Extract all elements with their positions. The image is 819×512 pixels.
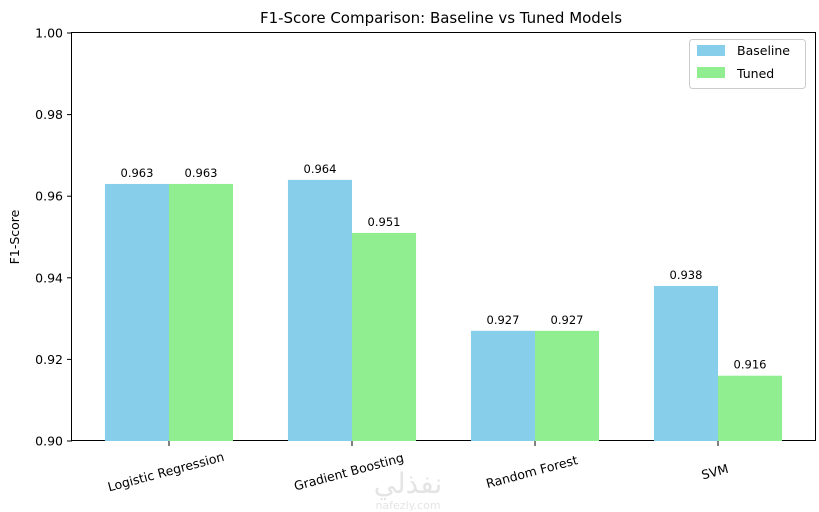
bar-baseline-2 <box>470 330 535 441</box>
x-tick-label: SVM <box>700 461 730 483</box>
data-label-tuned-3: 0.916 <box>734 358 767 372</box>
y-tick-label: 0.90 <box>35 434 63 449</box>
bars-group <box>104 179 783 441</box>
y-tick-label: 0.94 <box>35 270 63 285</box>
y-tick-label: 1.00 <box>35 26 63 41</box>
legend-swatch-baseline <box>697 45 725 56</box>
data-label-tuned-2: 0.927 <box>551 313 584 327</box>
bar-tuned-1 <box>352 232 417 441</box>
legend-label-baseline: Baseline <box>737 43 790 58</box>
bar-tuned-0 <box>168 183 234 441</box>
legend-swatch-tuned <box>697 67 725 78</box>
plot-area <box>71 32 816 441</box>
data-labels-group: 0.963 0.964 0.927 0.938 0.963 0.951 0.927 0.916 <box>121 162 767 372</box>
x-tick-label: Logistic Regression <box>106 449 226 495</box>
data-label-tuned-0: 0.963 <box>185 166 218 180</box>
bar-baseline-3 <box>653 285 719 441</box>
watermark-latin: nafezly.com <box>375 499 440 512</box>
x-tick-label: Random Forest <box>484 452 579 491</box>
y-tick-label: 0.96 <box>35 189 63 204</box>
chart-title: F1-Score Comparison: Baseline vs Tuned M… <box>260 9 622 27</box>
watermark: نفذلي nafezly.com <box>374 467 443 512</box>
data-label-tuned-1: 0.951 <box>368 215 401 229</box>
data-label-baseline-0: 0.963 <box>121 166 154 180</box>
bar-baseline-0 <box>104 183 169 441</box>
legend-label-tuned: Tuned <box>736 66 774 81</box>
watermark-arabic: نفذلي <box>374 467 443 500</box>
bar-baseline-1 <box>287 179 352 441</box>
bar-tuned-3 <box>718 375 783 441</box>
y-axis-label: F1-Score <box>7 209 22 264</box>
data-label-baseline-2: 0.927 <box>487 313 520 327</box>
bar-tuned-2 <box>535 330 600 441</box>
y-tick-label: 0.98 <box>35 107 63 122</box>
y-axis-ticks: 0.90 0.92 0.94 0.96 0.98 1.00 <box>35 26 72 449</box>
legend: Baseline Tuned <box>689 39 806 89</box>
y-tick-label: 0.92 <box>35 352 63 367</box>
data-label-baseline-1: 0.964 <box>304 162 337 176</box>
data-label-baseline-3: 0.938 <box>670 268 703 282</box>
